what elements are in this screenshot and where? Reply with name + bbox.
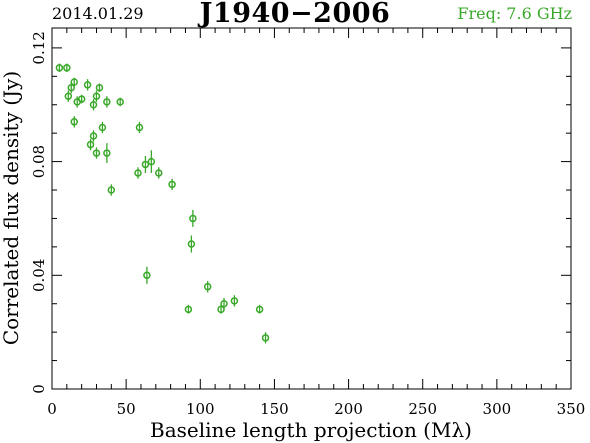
data-marker: [134, 169, 142, 177]
y-tick-label: 0.08: [30, 145, 48, 178]
data-marker: [83, 81, 92, 89]
data-marker: [70, 118, 78, 126]
x-tick-label: 200: [334, 400, 363, 418]
x-tick-labels: 0 50 100 150 200 250 300 350: [47, 400, 585, 418]
data-point: [220, 298, 228, 310]
data-marker: [187, 240, 196, 248]
data-marker: [70, 78, 78, 86]
data-marker: [261, 334, 270, 342]
data-marker: [155, 169, 163, 177]
data-marker: [92, 149, 101, 157]
y-tick-labels: 0 0.04 0.08 0.12: [30, 31, 48, 394]
data-point: [168, 178, 176, 191]
data-point: [184, 305, 193, 314]
data-point: [86, 138, 95, 151]
x-tick-label: 300: [483, 400, 512, 418]
data-marker: [116, 98, 124, 106]
data-marker: [189, 214, 197, 223]
chart-title: J1940−2006: [199, 0, 391, 29]
data-point: [261, 332, 270, 344]
data-point: [70, 116, 78, 128]
frequency-label: Freq: 7.6 GHz: [457, 4, 572, 23]
y-tick-label: 0: [30, 384, 48, 394]
data-point: [89, 130, 98, 142]
data-point: [230, 295, 239, 307]
x-tick-label: 150: [260, 400, 289, 418]
data-point: [77, 94, 86, 104]
data-point: [95, 83, 104, 92]
data-marker: [103, 98, 111, 106]
data-marker: [55, 64, 64, 72]
data-marker: [95, 83, 104, 92]
x-axis-label: Baseline length projection (Mλ): [150, 418, 472, 442]
data-point: [55, 63, 64, 73]
data-point: [255, 305, 264, 314]
data-marker: [143, 271, 151, 280]
data-point: [143, 266, 151, 284]
data-point: [103, 143, 111, 164]
axis-ticks: [51, 28, 572, 390]
data-marker: [92, 92, 101, 100]
x-tick-label: 100: [186, 400, 215, 418]
observation-date: 2014.01.29: [52, 4, 144, 23]
data-marker: [89, 132, 98, 140]
data-marker: [107, 186, 116, 194]
plot-frame: [51, 27, 572, 390]
x-tick-label: 0: [47, 400, 57, 418]
data-point: [83, 79, 92, 91]
data-point: [189, 209, 197, 227]
data-point: [92, 90, 101, 102]
data-marker: [203, 282, 212, 291]
y-tick-label: 0.12: [30, 31, 48, 64]
data-marker: [63, 64, 71, 72]
data-point: [70, 77, 78, 87]
data-marker: [135, 123, 144, 132]
data-marker: [168, 180, 176, 189]
y-tick-label: 0.04: [30, 259, 48, 292]
data-point: [64, 90, 73, 102]
data-point: [63, 63, 71, 73]
data-point: [116, 97, 124, 107]
data-points: [55, 63, 270, 344]
data-marker: [89, 100, 98, 109]
data-point: [103, 96, 111, 108]
data-point: [89, 99, 98, 111]
data-point: [135, 121, 144, 134]
data-marker: [147, 157, 156, 166]
data-point: [134, 167, 142, 179]
y-axis-label: Correlated flux density (Jy): [0, 71, 23, 345]
data-marker: [220, 299, 228, 308]
data-marker: [230, 297, 239, 305]
data-point: [107, 184, 116, 196]
data-point: [147, 150, 156, 173]
data-marker: [64, 92, 73, 100]
data-point: [155, 167, 163, 179]
data-marker: [184, 305, 193, 314]
data-point: [141, 155, 150, 173]
data-marker: [86, 140, 95, 149]
x-tick-label: 350: [557, 400, 586, 418]
data-marker: [255, 305, 264, 314]
data-marker: [77, 95, 86, 103]
data-marker: [67, 83, 76, 92]
data-marker: [141, 160, 150, 169]
x-tick-label: 250: [408, 400, 437, 418]
x-tick-label: 50: [117, 400, 136, 418]
data-marker: [98, 123, 107, 132]
data-point: [187, 235, 196, 253]
data-point: [203, 280, 212, 293]
data-point: [98, 121, 107, 134]
data-marker: [103, 149, 111, 157]
data-point: [92, 147, 101, 159]
